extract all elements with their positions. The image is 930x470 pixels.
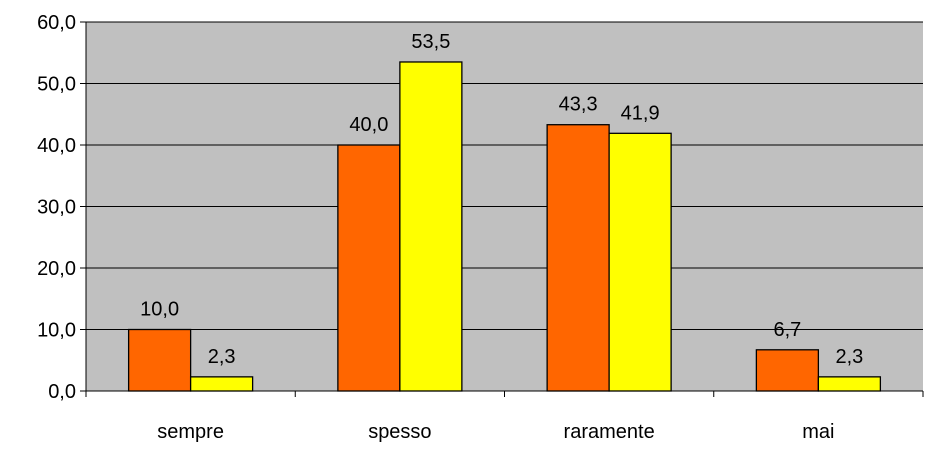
y-tick-label: 50,0 <box>37 74 76 96</box>
data-label: 53,5 <box>411 31 450 53</box>
data-label: 40,0 <box>349 114 388 136</box>
bar-sempre-series-2 <box>189 376 254 392</box>
y-tick-label: 60,0 <box>37 12 76 34</box>
bar-raramente-series-1 <box>546 124 610 392</box>
y-tick-label: 30,0 <box>37 197 76 219</box>
data-label: 10,0 <box>140 299 179 321</box>
data-label: 41,9 <box>621 102 660 124</box>
data-label: 2,3 <box>208 346 236 368</box>
bar-sempre-series-1 <box>127 328 192 392</box>
data-labels: 10,0 2,3 40,0 53,5 43,3 41,9 6,7 2,3 <box>140 31 863 368</box>
bar-raramente-series-2 <box>608 132 672 392</box>
gridlines <box>86 21 923 330</box>
x-category-label: mai <box>802 421 834 443</box>
y-tick-label: 10,0 <box>37 320 76 342</box>
x-category-label: spesso <box>368 421 431 443</box>
bar-mai-series-1 <box>755 349 820 392</box>
bars <box>127 61 882 392</box>
y-tick-label: 0,0 <box>48 381 76 403</box>
bar-spesso-series-1 <box>337 144 401 392</box>
data-label: 43,3 <box>559 94 598 116</box>
data-label: 6,7 <box>773 319 801 341</box>
x-category-label: sempre <box>157 421 224 443</box>
y-axis-ticks: 0,0 10,0 20,0 30,0 40,0 50,0 60,0 <box>37 12 86 403</box>
x-category-label: raramente <box>564 421 655 443</box>
x-axis-labels: sempre spesso raramente mai <box>157 421 834 443</box>
y-tick-label: 40,0 <box>37 135 76 157</box>
bar-spesso-series-2 <box>399 61 463 392</box>
bar-mai-series-2 <box>817 376 882 392</box>
data-label: 2,3 <box>835 346 863 368</box>
y-tick-label: 20,0 <box>37 258 76 280</box>
